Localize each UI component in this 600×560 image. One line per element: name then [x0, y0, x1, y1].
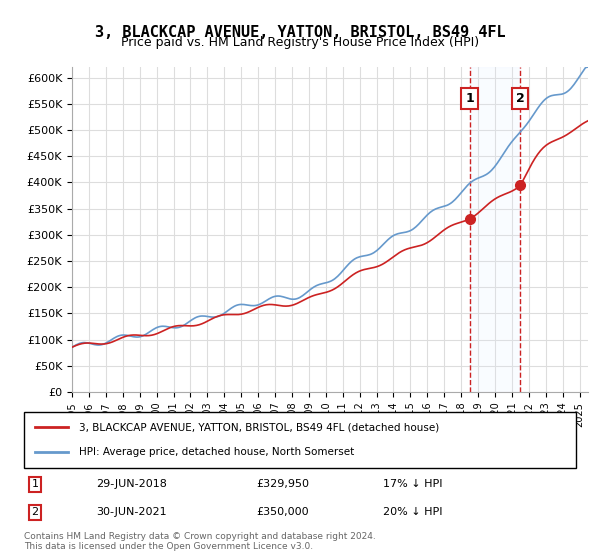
Text: 3, BLACKCAP AVENUE, YATTON, BRISTOL, BS49 4FL (detached house): 3, BLACKCAP AVENUE, YATTON, BRISTOL, BS4… — [79, 422, 439, 432]
Text: 30-JUN-2021: 30-JUN-2021 — [96, 507, 166, 517]
FancyBboxPatch shape — [24, 412, 576, 468]
Text: £329,950: £329,950 — [256, 479, 309, 489]
Bar — [470, 67, 520, 392]
Text: 2: 2 — [31, 507, 38, 517]
Text: 20% ↓ HPI: 20% ↓ HPI — [383, 507, 442, 517]
Text: 1: 1 — [465, 92, 474, 105]
Text: 2: 2 — [516, 92, 525, 105]
Text: 1: 1 — [32, 479, 38, 489]
Text: 29-JUN-2018: 29-JUN-2018 — [96, 479, 167, 489]
Text: Price paid vs. HM Land Registry's House Price Index (HPI): Price paid vs. HM Land Registry's House … — [121, 36, 479, 49]
Text: HPI: Average price, detached house, North Somerset: HPI: Average price, detached house, Nort… — [79, 447, 355, 457]
Text: 17% ↓ HPI: 17% ↓ HPI — [383, 479, 442, 489]
Text: 3, BLACKCAP AVENUE, YATTON, BRISTOL, BS49 4FL: 3, BLACKCAP AVENUE, YATTON, BRISTOL, BS4… — [95, 25, 505, 40]
Text: £350,000: £350,000 — [256, 507, 308, 517]
Text: Contains HM Land Registry data © Crown copyright and database right 2024.
This d: Contains HM Land Registry data © Crown c… — [24, 532, 376, 552]
